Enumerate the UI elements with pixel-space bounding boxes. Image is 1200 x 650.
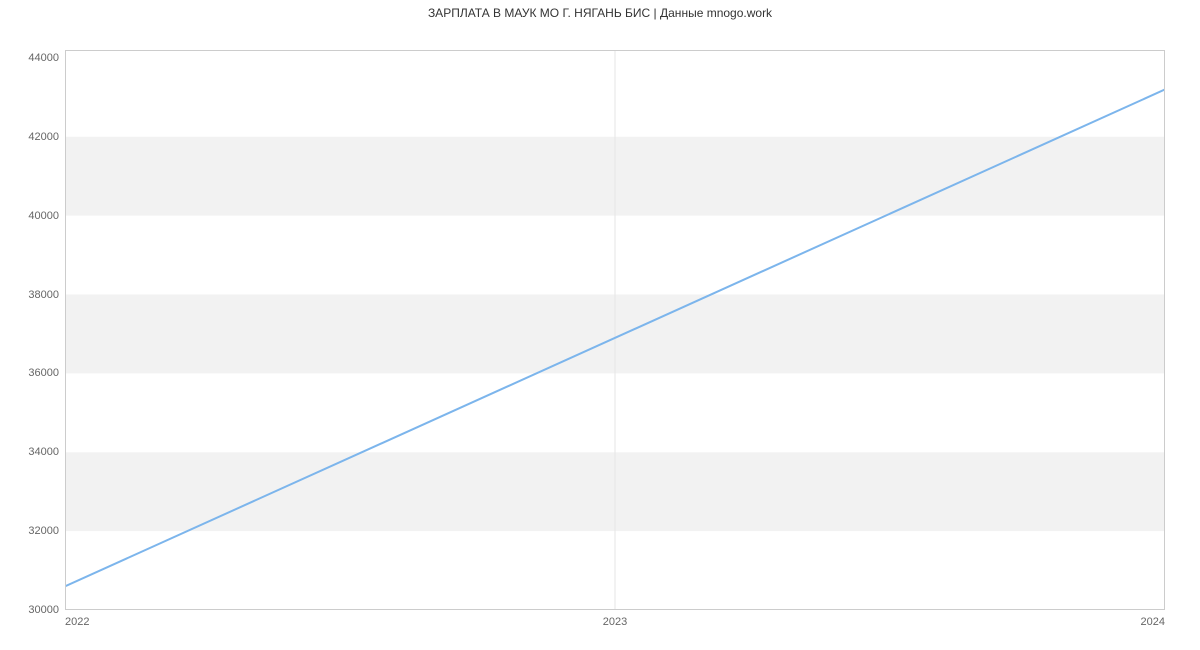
y-tick-label: 34000	[28, 446, 59, 458]
plot-area: 3000032000340003600038000400004200044000…	[65, 50, 1165, 610]
salary-chart: ЗАРПЛАТА В МАУК МО Г. НЯГАНЬ БИС | Данны…	[0, 0, 1200, 650]
y-tick-label: 44000	[28, 52, 59, 64]
y-tick-label: 32000	[28, 525, 59, 537]
x-tick-label: 2023	[603, 616, 627, 628]
x-tick-label: 2022	[65, 616, 89, 628]
y-tick-label: 30000	[28, 604, 59, 616]
y-tick-label: 42000	[28, 131, 59, 143]
chart-title: ЗАРПЛАТА В МАУК МО Г. НЯГАНЬ БИС | Данны…	[0, 6, 1200, 20]
y-tick-label: 40000	[28, 210, 59, 222]
x-tick-label: 2024	[1141, 616, 1165, 628]
chart-svg	[65, 50, 1165, 610]
y-tick-label: 38000	[28, 289, 59, 301]
y-tick-label: 36000	[28, 367, 59, 379]
